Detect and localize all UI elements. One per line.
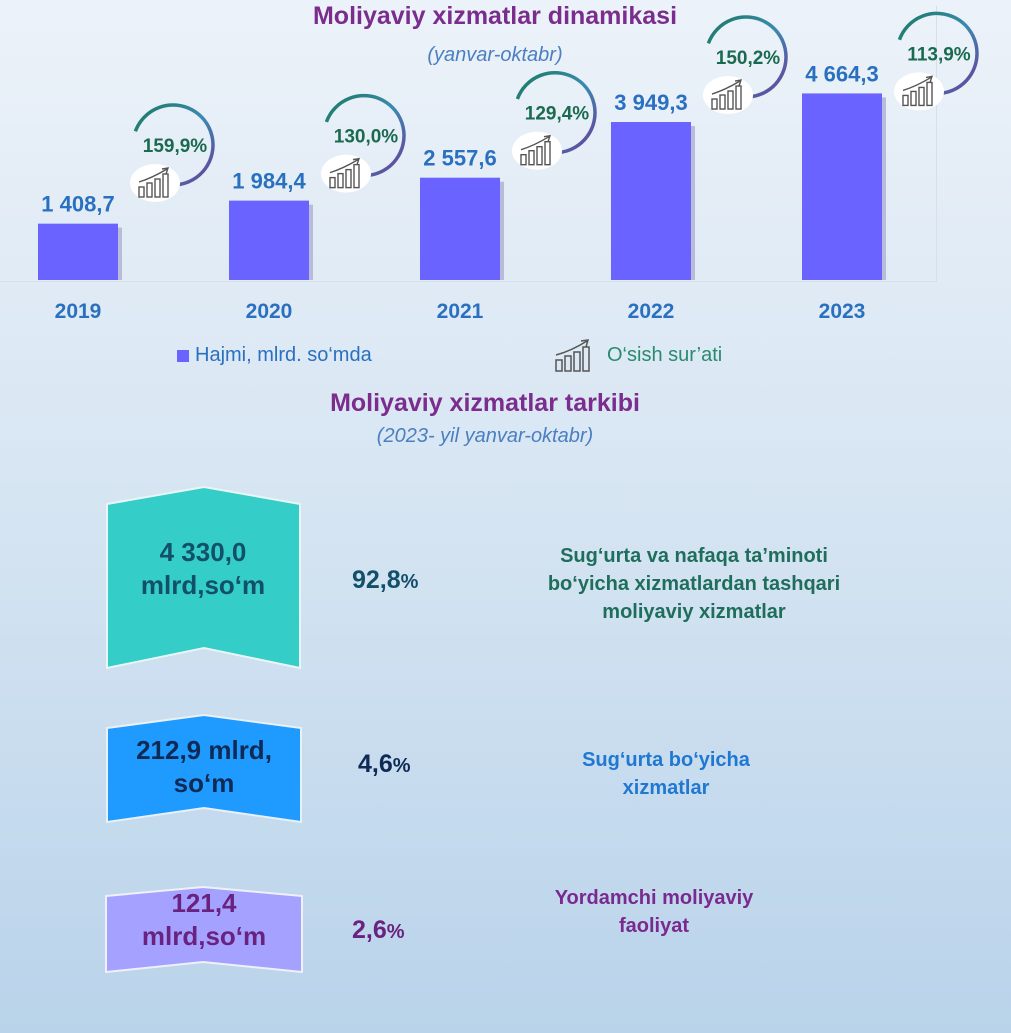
composition-banner-3: 121,4 mlrd,so‘m bbox=[103, 884, 305, 974]
legend-label-volume: Hajmi, mlrd. so‘mda bbox=[195, 344, 372, 366]
composition-amount-1-line2: mlrd,so‘m bbox=[140, 569, 266, 600]
chart-legend: Hajmi, mlrd. so‘mda O‘sish sur’ati bbox=[175, 338, 815, 378]
x-tick-label: 2022 bbox=[628, 300, 675, 323]
bar-value-label: 4 664,3 bbox=[805, 61, 878, 86]
bar-2020 bbox=[229, 200, 309, 280]
x-tick-label: 2021 bbox=[437, 300, 484, 323]
bar-value-label: 2 557,6 bbox=[423, 146, 496, 171]
banner-shape bbox=[106, 713, 302, 824]
composition-banner-2: 212,9 mlrd, so‘m bbox=[104, 712, 304, 824]
composition-percent-2: 4,6% bbox=[358, 750, 411, 778]
bar-value-label: 1 408,7 bbox=[41, 192, 114, 217]
composition-amount-3-line1: 121,4 bbox=[171, 888, 237, 918]
composition-amount-2-line2: so‘m bbox=[173, 767, 235, 798]
x-tick-label: 2023 bbox=[819, 300, 866, 323]
dynamics-chart: 1 408,7 2019 159,9% 1 984,4 2020 130,0% 2 557,… bbox=[38, 11, 979, 323]
growth-rate-label: 113,9% bbox=[907, 44, 970, 65]
bar-2023 bbox=[802, 93, 882, 280]
composition-percent-3: 2,6% bbox=[352, 916, 405, 944]
x-tick-label: 2020 bbox=[246, 300, 293, 323]
composition-amount-3-line2: mlrd,so‘m bbox=[141, 920, 267, 951]
growth-chart-icon bbox=[138, 167, 170, 198]
chart-subtitle: (yanvar-oktabr) bbox=[427, 44, 563, 66]
bar-2021 bbox=[420, 177, 500, 280]
composition-banner-1: 4 330,0 mlrd,so‘m bbox=[104, 484, 302, 670]
legend-swatch-volume bbox=[177, 350, 189, 362]
growth-chart-icon bbox=[520, 134, 552, 166]
growth-rate-label: 159,9% bbox=[143, 136, 208, 157]
bar-value-label: 1 984,4 bbox=[232, 169, 306, 194]
bar-2019 bbox=[38, 223, 118, 280]
composition-amount-1-line1: 4 330,0 bbox=[159, 537, 247, 567]
chart-title: Moliyaviy xizmatlar dinamikasi bbox=[312, 2, 678, 30]
composition-title: Moliyaviy xizmatlar tarkibi bbox=[330, 389, 640, 417]
bar-2022 bbox=[611, 122, 691, 280]
growth-chart-icon bbox=[555, 339, 590, 372]
banner-shape bbox=[105, 885, 303, 974]
growth-rate-label: 129,4% bbox=[525, 104, 590, 125]
composition-desc-2: Sug‘urta bo‘yicha xizmatlar bbox=[582, 749, 750, 799]
legend-label-growth: O‘sish sur’ati bbox=[607, 344, 723, 366]
growth-chart-icon bbox=[902, 75, 934, 107]
bar-value-label: 3 949,3 bbox=[614, 90, 687, 115]
composition-desc-3: Yordamchi moliyaviy faoliyat bbox=[554, 887, 754, 937]
plot-area bbox=[0, 6, 937, 282]
composition-subtitle: (2023- yil yanvar-oktabr) bbox=[376, 425, 594, 447]
banner-shape bbox=[106, 485, 301, 670]
composition-amount-2-line1: 212,9 mlrd, bbox=[136, 735, 272, 765]
composition-desc-1: Sug‘urta va nafaqa ta’minoti bo‘yicha xi… bbox=[547, 545, 841, 623]
growth-chart-icon bbox=[329, 157, 361, 189]
growth-rate-label: 130,0% bbox=[334, 127, 399, 148]
growth-chart-icon bbox=[711, 79, 743, 110]
growth-rate-label: 150,2% bbox=[716, 48, 781, 69]
x-tick-label: 2019 bbox=[55, 300, 102, 323]
composition-percent-1: 92,8% bbox=[352, 566, 419, 594]
